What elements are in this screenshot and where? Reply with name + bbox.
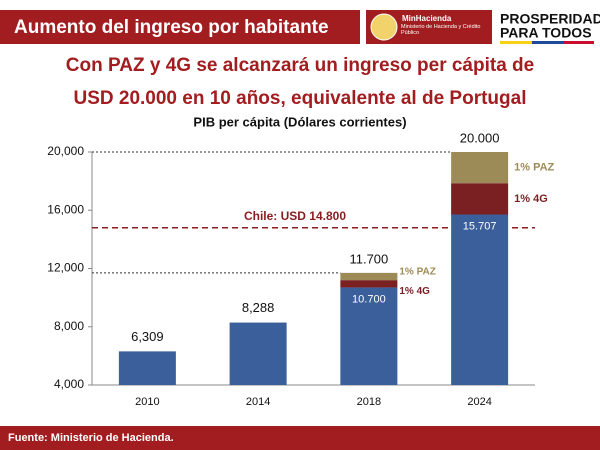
slogan-line: PARA TODOS (500, 25, 592, 41)
footer-bar (0, 426, 600, 450)
y-tick-label: 4,000 (54, 377, 84, 391)
bar-segment (340, 280, 398, 288)
ministry-logo-text: MinHacienda (402, 14, 452, 23)
segment-label: 1% PAZ (514, 162, 554, 174)
chart-title: PIB per cápita (Dólares corrientes) (193, 114, 406, 129)
total-label: 20.000 (460, 130, 500, 145)
flag-stripe (564, 41, 594, 44)
chart: 4,000 8,000 12,000 16,000 20,000 Chile: USD 1… (47, 130, 554, 407)
y-tick-label: 8,000 (54, 319, 84, 333)
annotation-label: Chile: USD 14.800 (244, 209, 346, 223)
segment-label: 1% 4G (514, 193, 548, 205)
ministry-emblem (370, 13, 398, 41)
flag-stripe (500, 41, 532, 44)
value-label: 15.707 (463, 220, 497, 232)
header-bar (0, 10, 360, 44)
x-tick-label: 2010 (135, 396, 159, 408)
bar-segment (340, 272, 398, 281)
bar-segment (451, 152, 509, 184)
bar-segment (451, 214, 509, 385)
headline: Con PAZ y 4G se alcanzará un ingreso per… (66, 55, 534, 76)
x-tick-label: 2024 (467, 396, 491, 408)
headline: USD 20.000 en 10 años, equivalente al de… (73, 88, 526, 109)
bar-segment (451, 183, 509, 215)
footer-source: Fuente: Ministerio de Hacienda. (8, 432, 174, 444)
ministry-logo-sub: Ministerio de Hacienda y Crédito Público (401, 24, 481, 36)
x-tick-label: 2018 (357, 396, 381, 408)
total-label: 11.700 (349, 251, 388, 266)
y-tick-label: 16,000 (47, 202, 84, 216)
y-tick-label: 12,000 (47, 261, 84, 275)
bar-segment (229, 322, 287, 385)
ministry-logo-sub-wrap: Ministerio de Hacienda y Crédito Público (401, 24, 481, 36)
value-label: 6,309 (131, 329, 164, 344)
bar-segment (118, 351, 176, 385)
segment-label: 1% 4G (399, 286, 430, 297)
segment-label: 1% PAZ (399, 267, 436, 278)
bar-segment (340, 287, 398, 385)
x-tick-label: 2014 (246, 396, 270, 408)
flag-stripe (532, 41, 564, 44)
value-label: 8,288 (242, 300, 275, 315)
value-label: 10.700 (352, 293, 386, 305)
y-tick-label: 20,000 (47, 144, 84, 158)
header-title: Aumento del ingreso por habitante (14, 17, 329, 38)
slogan-line: PROSPERIDAD (500, 11, 600, 27)
